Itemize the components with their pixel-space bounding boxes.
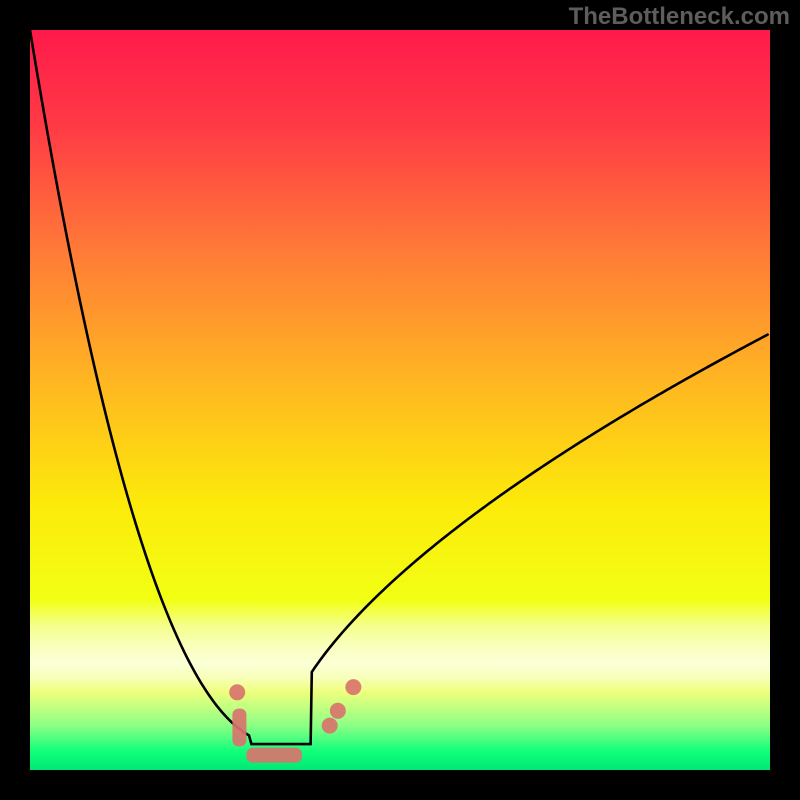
marker-bottom-bar <box>246 748 302 763</box>
watermark-text: TheBottleneck.com <box>569 3 790 31</box>
marker-bar <box>232 709 246 747</box>
marker-dot <box>229 684 245 700</box>
marker-dot <box>330 703 346 719</box>
bottleneck-curve <box>30 30 770 770</box>
marker-dot <box>345 679 361 695</box>
plot-area <box>30 30 770 770</box>
marker-dot <box>322 718 338 734</box>
